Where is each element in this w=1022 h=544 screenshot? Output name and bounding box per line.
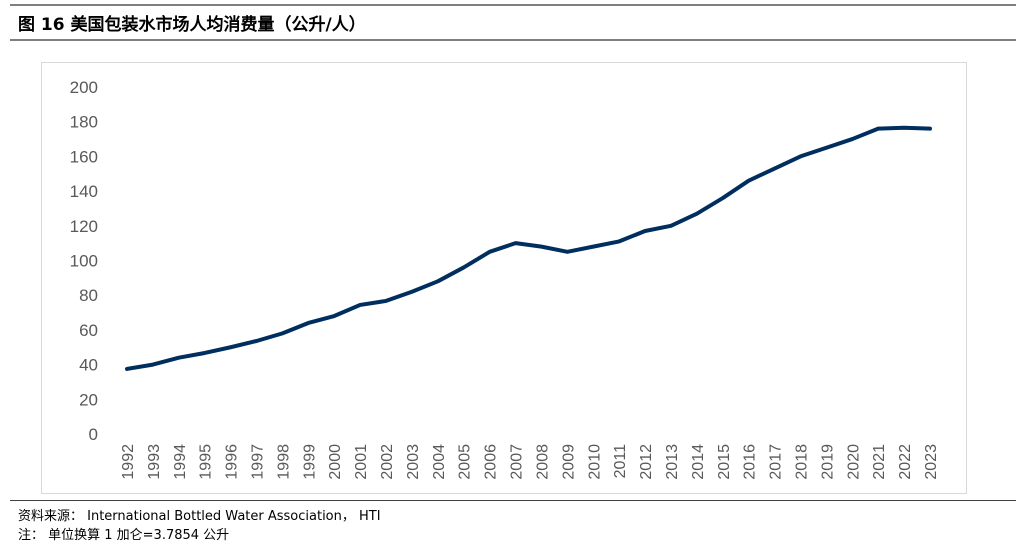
x-tick-label: 1998	[275, 444, 292, 480]
x-tick-label: 2021	[871, 444, 888, 480]
source-note: 资料来源： International Bottled Water Associ…	[18, 509, 381, 524]
y-tick-label: 100	[70, 252, 98, 271]
x-tick-label: 2017	[768, 444, 785, 480]
title-rule	[10, 39, 1016, 41]
y-tick-label: 160	[70, 147, 98, 166]
x-tick-label: 2001	[353, 444, 370, 480]
x-tick-label: 2012	[638, 444, 655, 480]
x-tick-label: 2020	[845, 444, 862, 480]
y-tick-label: 40	[79, 356, 98, 375]
x-tick-label: 2003	[405, 444, 422, 480]
y-tick-label: 60	[79, 321, 98, 340]
x-tick-label: 2016	[742, 444, 759, 480]
x-tick-label: 2006	[483, 444, 500, 480]
top-rule	[10, 4, 1016, 6]
x-tick-label: 1994	[172, 444, 189, 480]
x-tick-label: 2022	[897, 444, 914, 480]
x-tick-label: 2008	[534, 444, 551, 480]
figure-title: 图 16 美国包装水市场人均消费量（公升/人）	[18, 15, 366, 35]
y-tick-label: 140	[70, 182, 98, 201]
x-tick-label: 2000	[327, 444, 344, 480]
y-tick-label: 20	[79, 390, 98, 409]
series-line	[125, 125, 932, 371]
x-tick-label: 1996	[224, 444, 241, 480]
x-tick-label: 1995	[198, 444, 215, 480]
x-tick-label: 2015	[716, 444, 733, 480]
chart-area	[41, 62, 967, 494]
x-tick-label: 2014	[690, 444, 707, 480]
x-tick-label: 2013	[664, 444, 681, 480]
x-tick-label: 2018	[793, 444, 810, 480]
x-tick-label: 2019	[819, 444, 836, 480]
y-tick-label: 120	[70, 217, 98, 236]
y-tick-label: 180	[70, 113, 98, 132]
x-tick-label: 2023	[923, 444, 940, 480]
x-tick-label: 2009	[560, 444, 577, 480]
x-tick-label: 2004	[431, 444, 448, 480]
x-tick-label: 1999	[301, 444, 318, 480]
x-tick-label: 2010	[586, 444, 603, 480]
y-tick-label: 0	[89, 425, 98, 444]
x-tick-label: 1997	[250, 444, 267, 480]
x-tick-label: 1993	[146, 444, 163, 480]
x-tick-label: 1992	[120, 444, 137, 480]
x-tick-label: 2005	[457, 444, 474, 480]
y-tick-label: 200	[70, 78, 98, 97]
unit-note: 注： 单位换算 1 加仑=3.7854 公升	[18, 528, 230, 543]
bottom-rule	[10, 500, 1016, 501]
x-tick-label: 2007	[509, 444, 526, 480]
y-tick-label: 80	[79, 286, 98, 305]
x-tick-label: 2002	[379, 444, 396, 480]
x-tick-label: 2011	[612, 444, 629, 479]
